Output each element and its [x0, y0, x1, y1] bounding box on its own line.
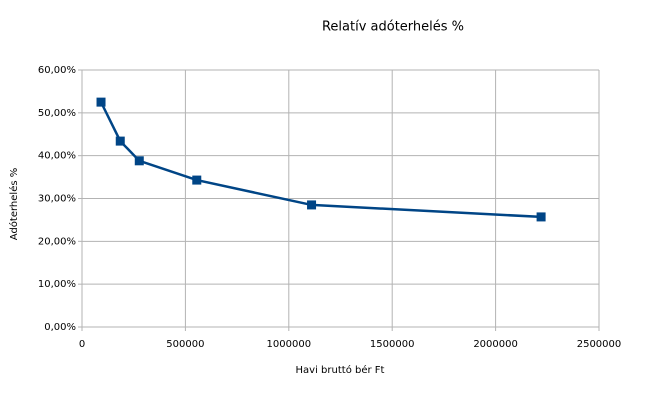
y-tick-label: 30,00% [38, 194, 76, 205]
y-tick-label: 60,00% [38, 65, 76, 76]
x-tick-label: 1000000 [267, 339, 312, 350]
data-point [536, 212, 546, 222]
x-tick-label: 2000000 [473, 339, 518, 350]
chart-title: Relatív adóterhelés % [322, 20, 464, 35]
y-tick-label: 50,00% [38, 108, 76, 119]
data-point [134, 156, 144, 166]
series-line [99, 101, 542, 219]
x-tick-label: 1500000 [370, 339, 415, 350]
y-tick-label: 20,00% [38, 236, 76, 247]
x-axis-label: Havi bruttó bér Ft [296, 364, 385, 376]
y-tick-label: 0,00% [44, 322, 76, 333]
data-point [96, 97, 106, 107]
y-tick-label: 40,00% [38, 151, 76, 162]
x-tick-label: 2500000 [577, 339, 622, 350]
x-tick-label: 500000 [166, 339, 204, 350]
y-axis-label: Adóterhelés % [8, 168, 20, 240]
data-point [192, 175, 202, 185]
data-point [307, 200, 317, 210]
data-point [115, 136, 125, 146]
y-tick-label: 10,00% [38, 279, 76, 290]
x-tick-label: 0 [79, 339, 85, 350]
